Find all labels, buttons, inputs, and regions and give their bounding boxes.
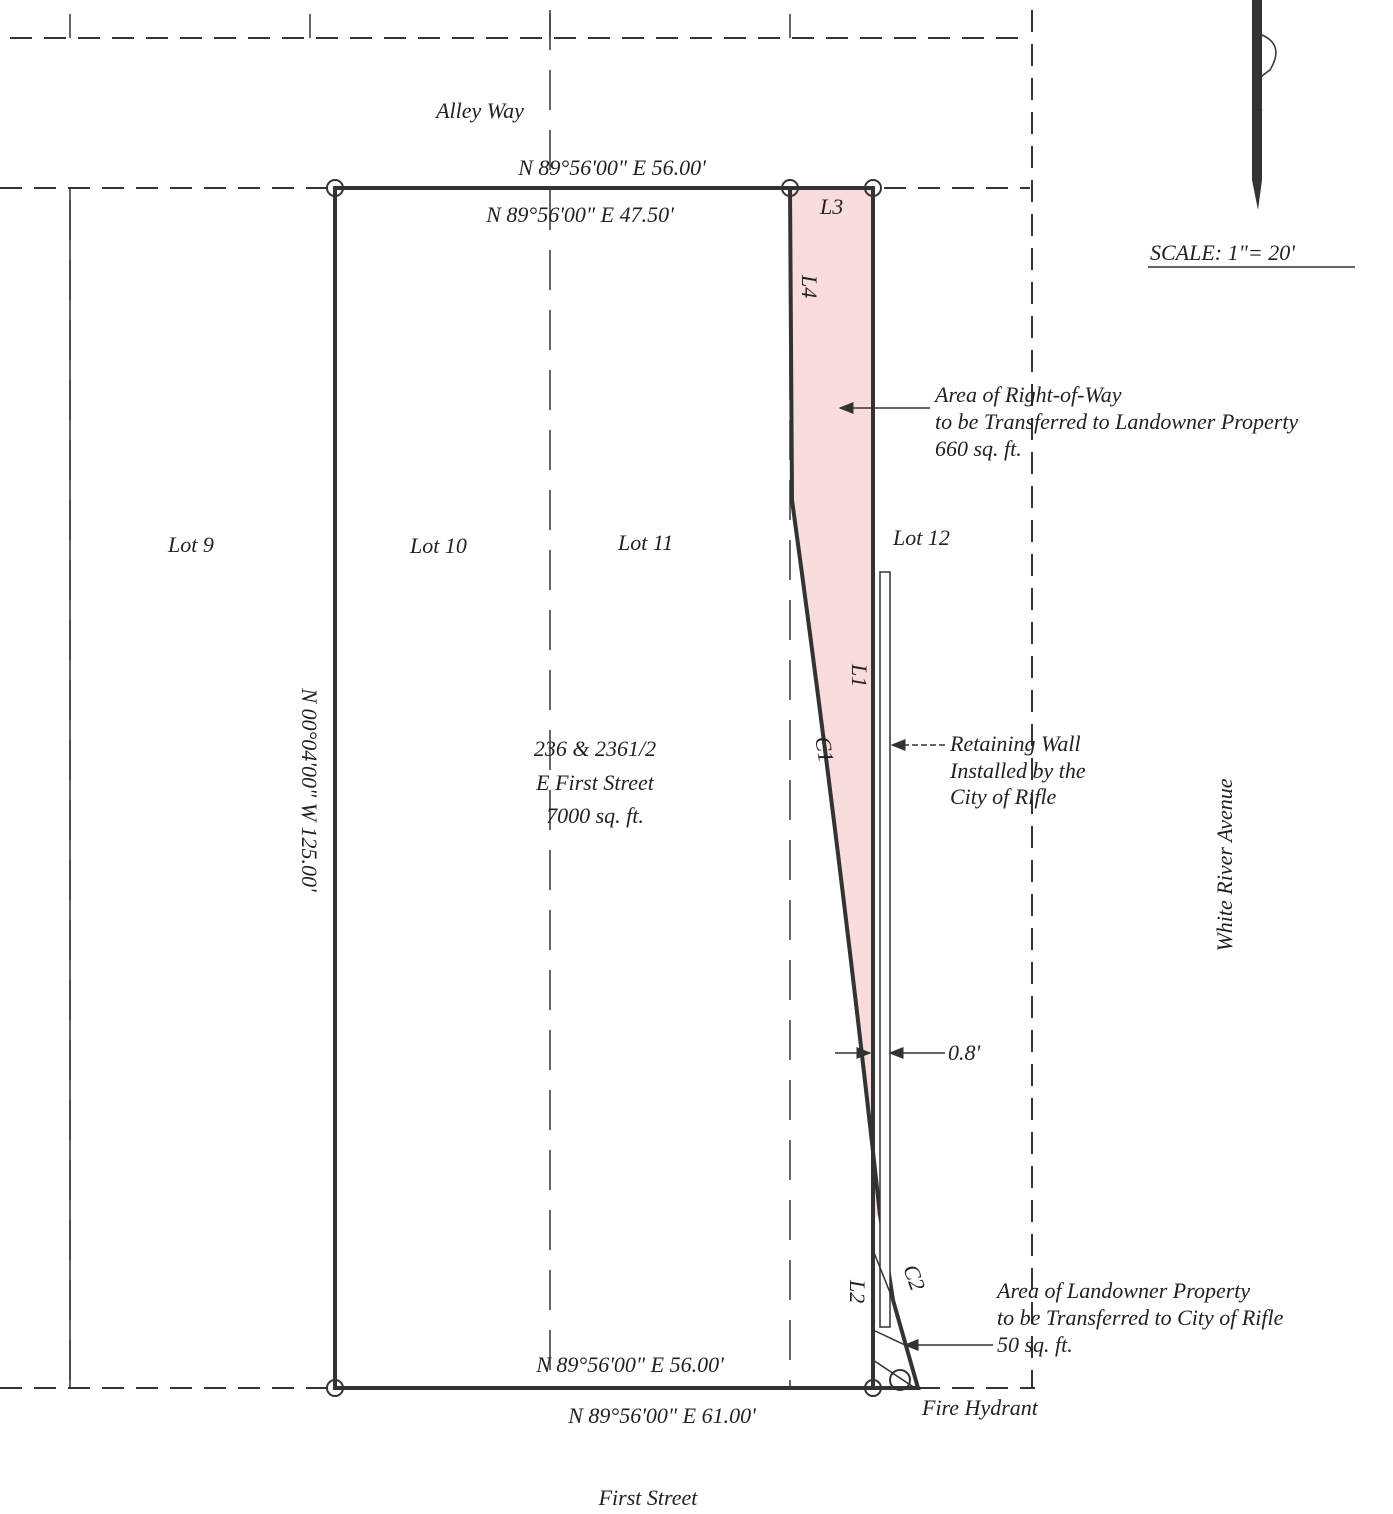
parcel-text: E First Street [535,770,655,795]
note: Retaining Wall [949,731,1081,756]
segment-label: L4 [797,274,822,298]
parcel-text: 236 & 2361/2 [534,736,656,761]
note: Fire Hydrant [921,1395,1039,1420]
bearing: N 89°56'00" E 56.00' [535,1352,724,1377]
street-name: Alley Way [434,98,524,123]
segment-label: L1 [847,663,872,687]
note: Area of Landowner Property [995,1278,1250,1303]
street-name: First Street [598,1485,699,1510]
segment-label: L3 [819,194,843,219]
note: City of Rifle [950,784,1057,809]
note: 0.8' [948,1040,981,1065]
lot-label: Lot 11 [617,530,673,555]
segment-label: L2 [845,1279,870,1303]
bearing: N 89°56'00" E 47.50' [485,202,674,227]
lot-label: Lot 10 [409,533,467,558]
scale: SCALE: 1"= 20' [1150,240,1295,265]
note: 660 sq. ft. [935,436,1022,461]
note: Installed by the [949,758,1086,783]
note: to be Transferred to Landowner Property [935,409,1298,434]
lot-label: Lot 9 [167,532,214,557]
lot-label: Lot 12 [892,525,950,550]
bearing: N 89°56'00" E 61.00' [567,1403,756,1428]
bearing: N 00°04'00" W 125.00' [297,687,322,892]
note: to be Transferred to City of Rifle [997,1305,1284,1330]
note: Area of Right-of-Way [933,382,1122,407]
note: 50 sq. ft. [997,1332,1073,1357]
segment-label: C2 [898,1261,930,1294]
segment-label: C1 [810,735,839,765]
street-name: White River Avenue [1212,778,1237,951]
parcel-text: 7000 sq. ft. [546,803,644,828]
linework [0,0,1355,1397]
bearing: N 89°56'00" E 56.00' [517,155,706,180]
